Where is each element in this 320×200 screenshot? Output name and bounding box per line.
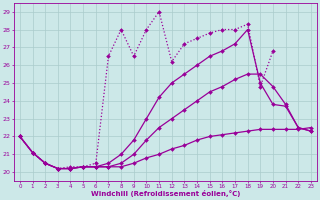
X-axis label: Windchill (Refroidissement éolien,°C): Windchill (Refroidissement éolien,°C)	[91, 190, 240, 197]
